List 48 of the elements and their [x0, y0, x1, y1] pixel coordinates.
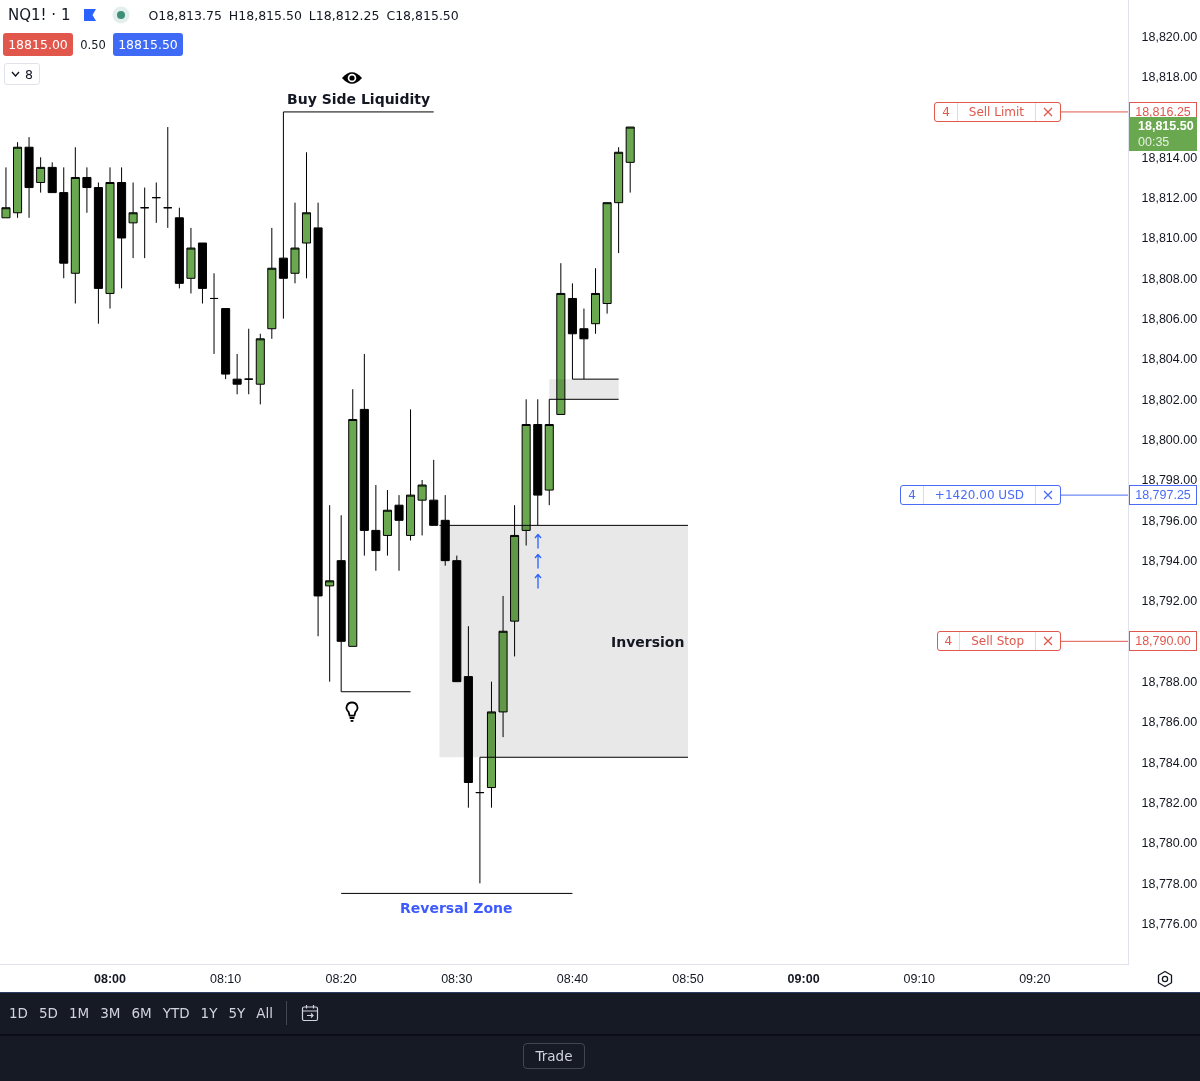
order-box: 4 Sell Limit: [934, 101, 1061, 122]
x-tick-label: 09:00: [787, 972, 820, 986]
annotation: 0.50: [79, 37, 107, 52]
y-tick-label: 18,798.00: [1141, 473, 1198, 488]
order-box: 4 +1420.00 USD: [900, 485, 1061, 506]
annotation: 8: [25, 66, 33, 82]
y-tick-label: 18,780.00: [1141, 836, 1198, 851]
y-tick-label: 18,782.00: [1141, 796, 1198, 811]
annotation: Reversal Zone: [400, 900, 513, 916]
y-tick-label: 18,806.00: [1141, 312, 1198, 327]
button: Trade: [523, 1043, 585, 1069]
y-tick-label: 18,810.00: [1141, 231, 1198, 246]
x-tick-label: 08:10: [209, 972, 242, 986]
x-tick-label: 08:00: [94, 972, 127, 986]
x-tick-label: 08:40: [556, 972, 589, 986]
text: O18,813.75 H18,815.50 L18,812.25 C18,815.50: [148, 7, 459, 23]
order-box: 4 Sell Stop: [936, 631, 1061, 652]
x-tick-label: 08:30: [441, 972, 473, 986]
y-tick-label: 18,808.00: [1141, 271, 1198, 286]
x-tick-label: 08:20: [325, 972, 357, 986]
toggle-button: 8: [4, 63, 40, 85]
x-tick-label: 09:10: [903, 972, 935, 986]
chart-title: NQ1! · 1: [8, 6, 71, 24]
price-tag: 18,790.00: [1129, 631, 1197, 652]
price-tag: 18,815.50 00:35: [1129, 117, 1197, 152]
y-tick-label: 18,786.00: [1141, 715, 1198, 730]
y-tick-label: 18,796.00: [1141, 513, 1198, 528]
y-tick-label: 18,812.00: [1141, 191, 1198, 206]
y-tick-label: 18,800.00: [1141, 433, 1198, 448]
annotation: Buy Side Liquidity: [287, 91, 431, 107]
toolbar: 1D 5D 1M 3M 6M YTD 1Y 5Y All Trade: [0, 992, 1200, 1081]
y-tick-label: 18,794.00: [1141, 554, 1198, 569]
y-tick-label: 18,814.00: [1141, 150, 1198, 165]
price-box: 18815.50: [113, 33, 183, 56]
y-tick-label: 18,784.00: [1141, 755, 1198, 770]
y-tick-label: 18,776.00: [1141, 917, 1198, 932]
y-tick-label: 18,788.00: [1141, 675, 1198, 690]
y-tick-label: 18,792.00: [1141, 594, 1198, 609]
x-tick-label: 08:50: [672, 972, 704, 986]
annotation: Inversion: [611, 634, 685, 650]
price-tag: 18,797.25: [1129, 485, 1197, 506]
x-tick-label: 09:20: [1019, 972, 1051, 986]
y-tick-label: 18,802.00: [1141, 392, 1198, 407]
y-tick-label: 18,820.00: [1141, 29, 1198, 44]
price-box: 18815.00: [3, 33, 73, 56]
y-tick-label: 18,804.00: [1141, 352, 1198, 367]
y-tick-label: 18,778.00: [1141, 876, 1198, 891]
y-tick-label: 18,818.00: [1141, 70, 1198, 85]
